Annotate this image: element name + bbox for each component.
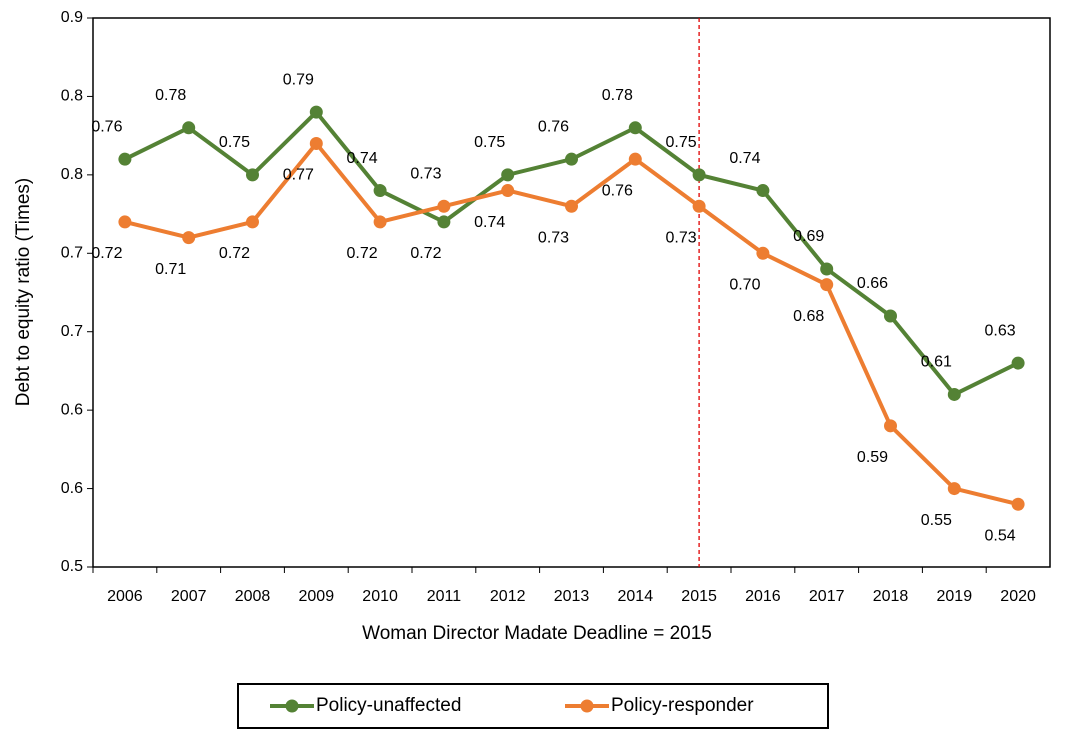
data-point: [182, 231, 196, 245]
data-point: [373, 184, 387, 198]
x-tick-label: 2012: [490, 588, 526, 605]
legend-marker: [580, 699, 594, 713]
x-tick-label: 2007: [171, 588, 207, 605]
y-tick-label: 0.8: [61, 88, 83, 105]
data-label: 0.75: [666, 134, 697, 151]
x-tick-label: 2009: [299, 588, 335, 605]
x-tick-label: 2006: [107, 588, 143, 605]
data-label: 0.78: [155, 87, 186, 104]
x-tick-label: 2008: [235, 588, 271, 605]
data-label: 0.76: [602, 182, 633, 199]
x-tick-label: 2016: [745, 588, 781, 605]
data-label: 0.74: [729, 150, 760, 167]
data-point: [884, 309, 897, 323]
data-point: [118, 152, 132, 166]
data-point: [692, 168, 706, 182]
data-label: 0.68: [793, 308, 824, 325]
data-point: [692, 199, 706, 213]
data-point: [373, 215, 387, 229]
legend-box: [237, 683, 829, 729]
y-tick-label: 0.8: [61, 166, 83, 183]
data-point: [756, 184, 770, 198]
x-tick-label: 2014: [618, 588, 654, 605]
x-axis-title: Woman Director Madate Deadline = 2015: [362, 623, 712, 644]
data-label: 0.70: [729, 277, 760, 294]
y-tick-label: 0.5: [61, 558, 83, 575]
data-label: 0.75: [474, 134, 505, 151]
x-tick-label: 2020: [1000, 588, 1036, 605]
legend-label: Policy-unaffected: [316, 695, 461, 716]
data-point: [947, 387, 961, 401]
data-label: 0.73: [410, 165, 441, 182]
y-tick-label: 0.7: [61, 323, 83, 340]
x-tick-label: 2011: [427, 588, 462, 605]
data-label: 0.61: [921, 354, 952, 371]
y-tick-label: 0.7: [61, 245, 83, 262]
data-label: 0.73: [666, 229, 697, 246]
data-label: 0.72: [91, 245, 122, 262]
data-point: [309, 105, 323, 119]
data-label: 0.72: [347, 245, 378, 262]
data-point: [628, 121, 642, 135]
data-point: [501, 168, 515, 182]
legend-marker: [285, 699, 299, 713]
data-point: [565, 152, 578, 166]
data-point: [565, 199, 578, 213]
data-label: 0.66: [857, 275, 888, 292]
data-point: [246, 215, 259, 229]
data-point: [756, 246, 770, 260]
data-label: 0.79: [283, 71, 314, 88]
x-tick-label: 2010: [362, 588, 398, 605]
data-point: [628, 152, 642, 166]
plot-frame: [92, 17, 1051, 568]
data-label: 0.72: [410, 245, 441, 262]
data-point: [246, 168, 259, 182]
data-point: [182, 121, 196, 135]
y-tick-label: 0.6: [61, 480, 83, 497]
x-tick-label: 2013: [554, 588, 590, 605]
data-point: [437, 215, 451, 229]
data-label: 0.75: [219, 134, 250, 151]
data-point: [437, 199, 451, 213]
x-tick-label: 2019: [937, 588, 973, 605]
y-tick-label: 0.9: [61, 9, 83, 26]
data-label: 0.55: [921, 512, 952, 529]
data-point: [820, 278, 834, 292]
data-point: [884, 419, 897, 433]
legend-label: Policy-responder: [611, 695, 754, 716]
data-point: [309, 136, 323, 150]
data-label: 0.69: [793, 228, 824, 245]
y-axis-title: Debt to equity ratio (Times): [13, 178, 34, 406]
data-label: 0.54: [985, 527, 1016, 544]
data-point: [1011, 356, 1025, 370]
x-tick-label: 2017: [809, 588, 845, 605]
data-label: 0.74: [474, 214, 505, 231]
data-label: 0.71: [155, 261, 186, 278]
data-point: [501, 184, 515, 198]
data-label: 0.74: [347, 150, 378, 167]
data-label: 0.76: [91, 118, 122, 135]
data-label: 0.72: [219, 245, 250, 262]
data-label: 0.73: [538, 229, 569, 246]
data-label: 0.63: [985, 322, 1016, 339]
data-point: [1011, 497, 1025, 511]
data-label: 0.78: [602, 87, 633, 104]
x-tick-label: 2018: [873, 588, 909, 605]
data-label: 0.59: [857, 449, 888, 466]
x-tick-label: 2015: [681, 588, 717, 605]
data-label: 0.77: [283, 167, 314, 184]
data-point: [820, 262, 834, 276]
data-label: 0.76: [538, 118, 569, 135]
y-tick-label: 0.6: [61, 401, 83, 418]
data-point: [118, 215, 132, 229]
data-point: [947, 482, 961, 496]
